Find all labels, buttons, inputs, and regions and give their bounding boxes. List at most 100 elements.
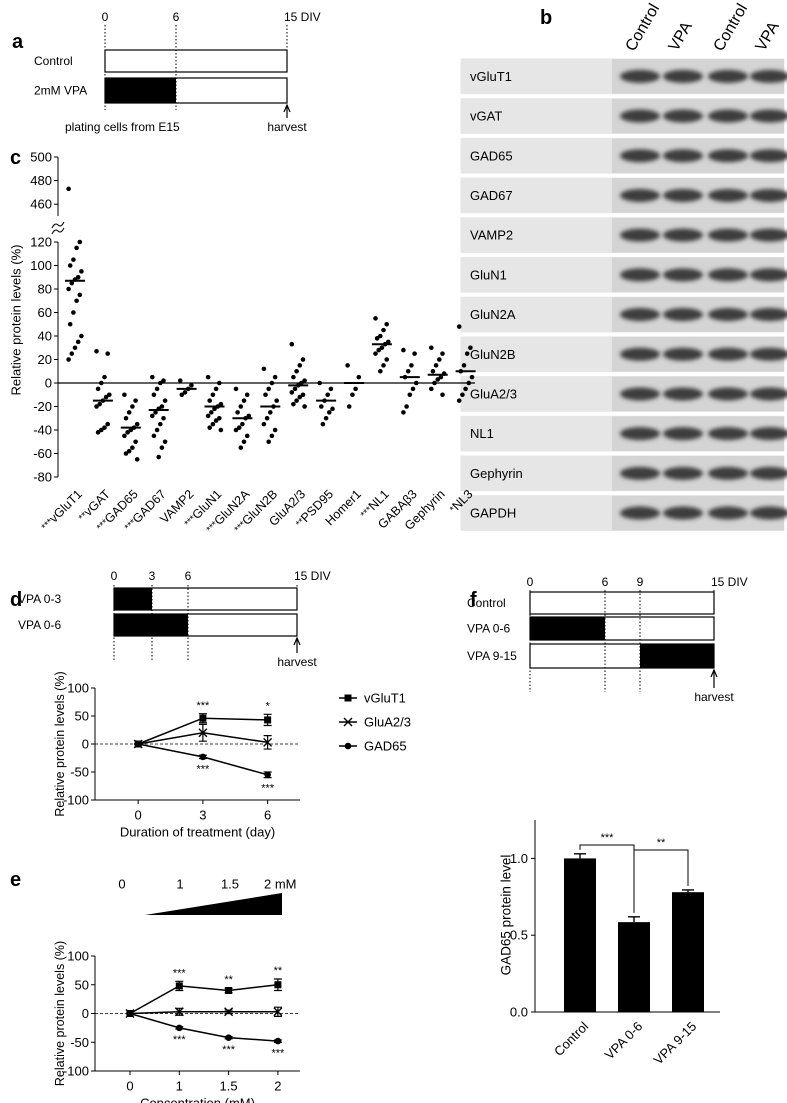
panel-label: a xyxy=(12,31,24,53)
data-point xyxy=(102,374,107,380)
data-point xyxy=(217,380,222,386)
data-point xyxy=(189,383,194,388)
data-point xyxy=(323,415,329,421)
y-tick-label: -60 xyxy=(33,446,52,461)
data-point xyxy=(469,374,475,380)
row-label: VPA 0-6 xyxy=(18,618,61,632)
harvest-arrow xyxy=(283,103,291,118)
data-point xyxy=(241,439,247,445)
data-point xyxy=(218,427,224,433)
blot-band xyxy=(620,109,660,123)
significance-label: *** xyxy=(173,967,187,979)
blot-row-label: GAD65 xyxy=(470,148,513,163)
data-point xyxy=(291,374,296,380)
data-point xyxy=(213,386,219,392)
data-point xyxy=(174,1007,184,1017)
data-point xyxy=(177,378,183,383)
data-point xyxy=(327,410,332,415)
data-point xyxy=(244,433,250,439)
significance-bracket xyxy=(633,849,689,913)
data-point xyxy=(268,410,273,415)
dose-label: 2 mM xyxy=(264,877,297,892)
data-point xyxy=(292,386,298,392)
row-label: VPA 0-6 xyxy=(467,622,510,636)
blot-band xyxy=(708,506,748,520)
blot-band xyxy=(620,228,660,242)
legend-marker xyxy=(344,742,352,750)
data-point xyxy=(460,392,465,398)
blot-row-label: vGluT1 xyxy=(470,69,512,84)
data-point xyxy=(199,714,207,722)
data-point xyxy=(407,392,413,398)
data-point xyxy=(217,415,222,421)
significance-label: *** xyxy=(271,1047,285,1059)
data-point xyxy=(274,398,280,403)
y-tick-label: 0 xyxy=(82,737,89,752)
blot-row-label: NL1 xyxy=(470,426,494,441)
data-point xyxy=(205,413,211,419)
data-point xyxy=(218,401,224,407)
data-point xyxy=(94,348,99,354)
panel-label: d xyxy=(10,589,22,611)
data-point xyxy=(66,286,71,292)
legend-marker xyxy=(344,694,352,702)
legend-marker xyxy=(343,717,353,727)
data-point xyxy=(238,445,244,450)
data-point xyxy=(386,339,391,345)
legend-label: vGluT1 xyxy=(364,691,406,706)
series-line xyxy=(129,1011,278,1015)
blot-band xyxy=(663,466,703,480)
data-point xyxy=(274,1037,282,1045)
x-axis-title: Duration of treatment (day) xyxy=(120,825,275,840)
blot-band xyxy=(620,466,660,480)
blot-band xyxy=(750,228,787,242)
blot-band xyxy=(750,268,787,282)
blot-column-label: VPA xyxy=(753,19,783,54)
data-point xyxy=(102,425,107,430)
error-bar xyxy=(574,853,586,859)
blot-band xyxy=(620,188,660,202)
blot-band xyxy=(663,308,703,322)
y-tick-label: -50 xyxy=(70,1035,89,1050)
blot-band xyxy=(620,69,660,83)
blot-row-label: vGAT xyxy=(470,109,502,124)
series-line xyxy=(129,1012,278,1042)
data-point xyxy=(266,439,272,445)
blot-band xyxy=(620,308,660,322)
y-tick-label: 0 xyxy=(82,1006,89,1021)
data-point xyxy=(261,421,267,427)
blot-column-label: VPA xyxy=(666,19,696,54)
data-point xyxy=(207,398,212,403)
series-line xyxy=(129,984,278,1015)
data-point xyxy=(299,380,304,386)
data-point xyxy=(356,374,362,380)
x-tick-label: 1.5 xyxy=(220,1079,238,1094)
data-point xyxy=(294,368,299,374)
data-point xyxy=(244,392,250,398)
x-tick-label: 0 xyxy=(126,1079,133,1094)
data-point xyxy=(291,401,296,407)
blot-band xyxy=(663,427,703,441)
data-point xyxy=(236,425,242,430)
blot-band xyxy=(663,506,703,520)
y-tick-label: 460 xyxy=(30,197,52,212)
panel-label: f xyxy=(470,589,477,611)
blot-band xyxy=(750,149,787,163)
blot-row-label: GluN2A xyxy=(470,307,516,322)
data-point xyxy=(433,363,439,368)
timeline-row xyxy=(529,591,715,615)
data-point xyxy=(126,448,132,454)
harvest-label: harvest xyxy=(277,655,317,669)
y-tick-label: 60 xyxy=(38,305,52,320)
blot-band xyxy=(620,387,660,401)
blot-band xyxy=(663,109,703,123)
y-tick-label: -100 xyxy=(63,1064,89,1079)
legend-label: GAD65 xyxy=(364,739,407,754)
data-point xyxy=(126,1010,134,1017)
data-point xyxy=(376,347,382,353)
data-point xyxy=(151,433,157,439)
data-point xyxy=(273,1007,283,1017)
blot-band xyxy=(708,268,748,282)
data-point xyxy=(74,298,79,304)
